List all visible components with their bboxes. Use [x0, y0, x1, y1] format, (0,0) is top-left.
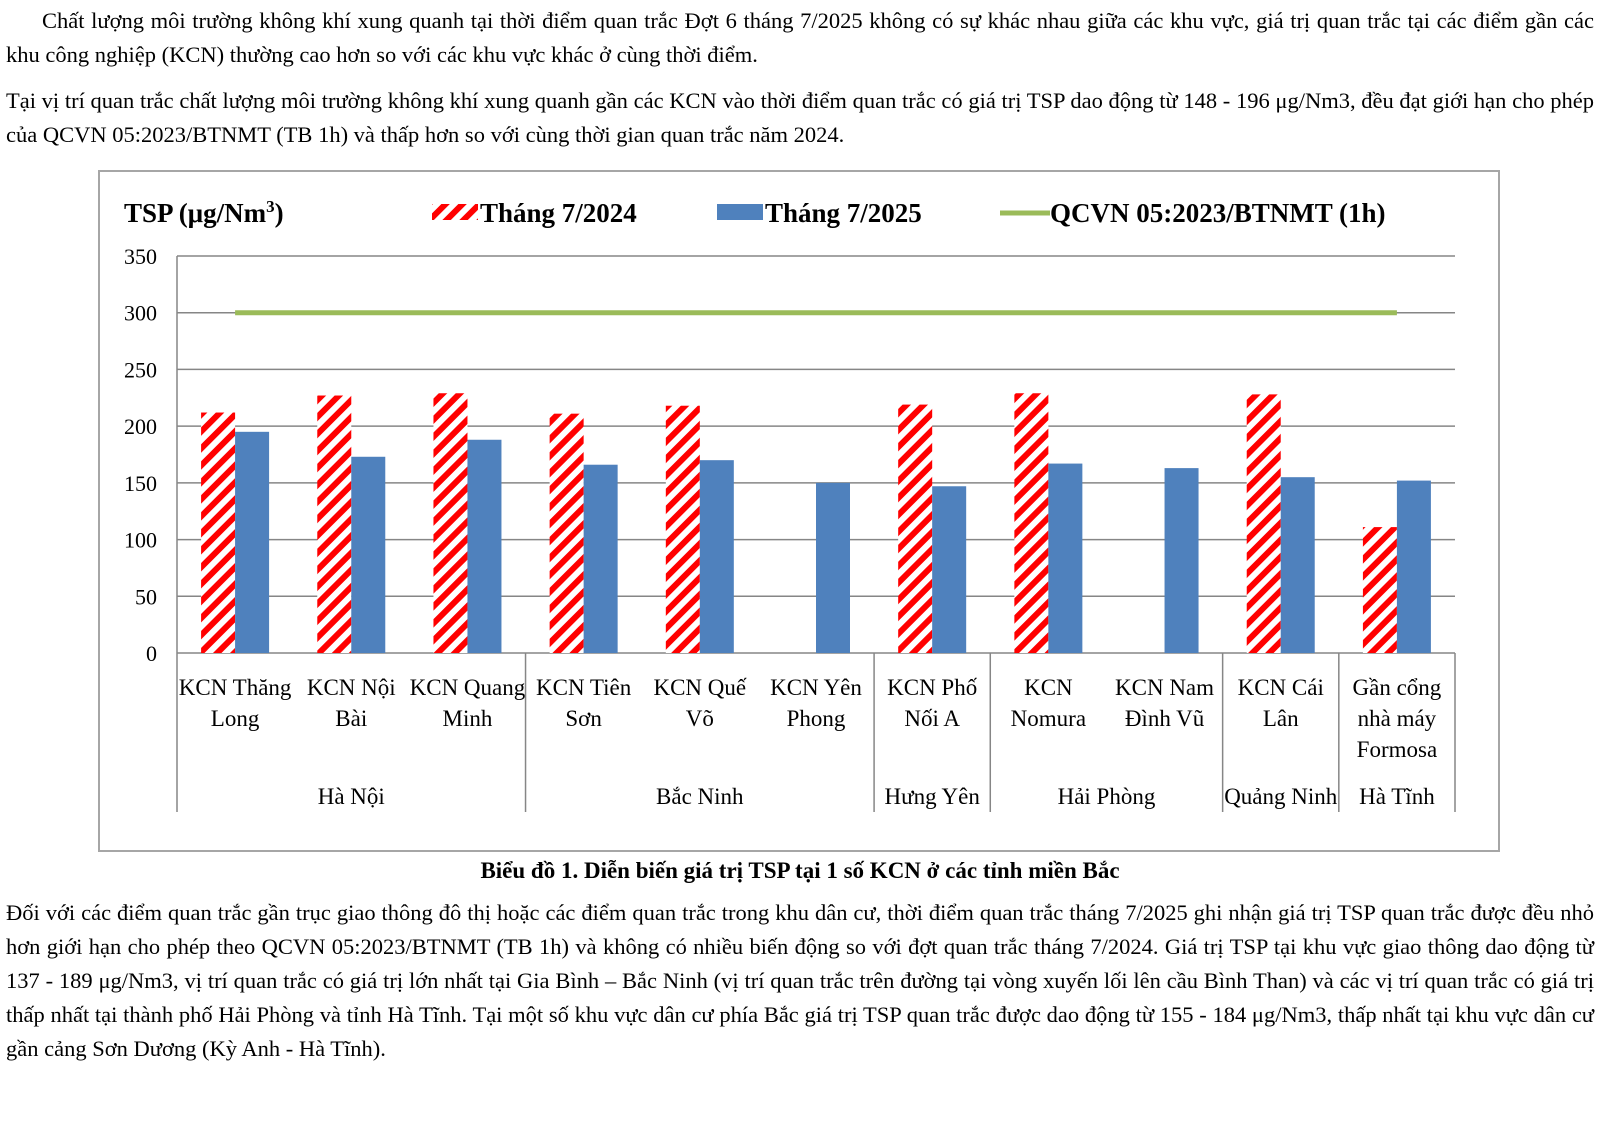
tsp-chart-frame: 0 50 100 150 200 250 300 350 KCN Thăng Long KCN Nộ…	[98, 170, 1500, 852]
x-category-label: Phong	[787, 706, 846, 731]
x-category-label: Đình Vũ	[1125, 706, 1205, 731]
x-category-label: Sơn	[565, 706, 602, 731]
y-tick-label: 200	[124, 414, 157, 439]
x-group-label: Hải Phòng	[1058, 784, 1156, 809]
x-category-label: KCN Cái	[1238, 675, 1324, 700]
intro-paragraph: Chất lượng môi trường không khí xung qua…	[6, 8, 1594, 67]
x-category-label: Gần cổng	[1353, 675, 1442, 700]
x-category-label: KCN	[1024, 675, 1073, 700]
x-category-label: KCN Thăng	[179, 675, 292, 700]
bar-2024	[665, 405, 700, 653]
x-category-label: Nomura	[1011, 706, 1086, 731]
bar-2025	[1164, 468, 1199, 653]
x-category-label: KCN Nội	[307, 675, 396, 700]
x-category-label: Formosa	[1357, 737, 1438, 762]
x-group-label: Hà Nội	[318, 784, 385, 809]
x-group-label: Hà Tĩnh	[1359, 784, 1435, 809]
y-axis-title: TSP (μg/Nm3)	[124, 197, 284, 228]
x-category-label: KCN Phố	[887, 675, 978, 700]
y-tick-label: 100	[124, 528, 157, 553]
bar-2024	[1014, 393, 1049, 653]
bar-2024	[1362, 527, 1397, 653]
kcn-summary-paragraph: Tại vị trí quan trắc chất lượng môi trườ…	[6, 88, 1594, 147]
x-category-label: nhà máy	[1358, 706, 1437, 731]
x-group-label: Hưng Yên	[885, 784, 981, 809]
x-category-label: Long	[211, 706, 260, 731]
x-category-label: Minh	[443, 706, 493, 731]
legend-label-2024: Tháng 7/2024	[480, 198, 637, 228]
bar-2025	[816, 482, 850, 653]
bar-2025	[1048, 463, 1083, 653]
bar-2025	[1280, 477, 1315, 653]
bar-2025	[932, 486, 967, 653]
traffic-residential-paragraph: Đối với các điểm quan trắc gần trục giao…	[6, 900, 1594, 1061]
bar-2024	[201, 412, 236, 653]
bar-2024	[433, 393, 468, 653]
x-category-label: Võ	[686, 706, 714, 731]
bar-2025	[235, 431, 270, 653]
y-tick-label: 250	[124, 357, 157, 382]
legend-swatch-2025	[717, 204, 763, 220]
bar-2025	[583, 464, 618, 653]
legend-label-qcvn: QCVN 05:2023/BTNMT (1h)	[1050, 198, 1386, 228]
x-category-label: KCN Quang	[410, 675, 526, 700]
bar-2025	[1396, 480, 1431, 653]
x-category-label: KCN Quế	[653, 675, 746, 700]
x-category-label: Bài	[335, 706, 367, 731]
x-category-label: Nối A	[904, 706, 960, 731]
bar-2024	[1246, 394, 1281, 653]
bar-2024	[549, 413, 584, 653]
bar-2025	[699, 460, 734, 653]
x-group-label: Bắc Ninh	[656, 784, 744, 809]
x-category-label: KCN Yên	[770, 675, 862, 700]
bar-2024	[898, 404, 933, 653]
bar-2024	[317, 395, 352, 653]
bar-2025	[467, 439, 502, 653]
x-category-label: Lân	[1263, 706, 1299, 731]
y-tick-label: 50	[135, 584, 157, 609]
y-tick-label: 0	[146, 641, 157, 666]
legend-label-2025: Tháng 7/2025	[765, 198, 922, 228]
y-tick-label: 300	[124, 301, 157, 326]
y-tick-label: 350	[124, 244, 157, 269]
x-group-label: Quảng Ninh	[1224, 784, 1338, 809]
y-tick-label: 150	[124, 471, 157, 496]
x-category-label: KCN Tiên	[536, 675, 632, 700]
legend-swatch-2024	[432, 204, 478, 220]
tsp-bar-chart: 0 50 100 150 200 250 300 350 KCN Thăng Long KCN Nộ…	[124, 197, 1456, 812]
bar-2025	[351, 456, 386, 653]
x-category-label: KCN Nam	[1115, 675, 1214, 700]
chart-caption: Biểu đồ 1. Diễn biến giá trị TSP tại 1 s…	[480, 858, 1120, 883]
